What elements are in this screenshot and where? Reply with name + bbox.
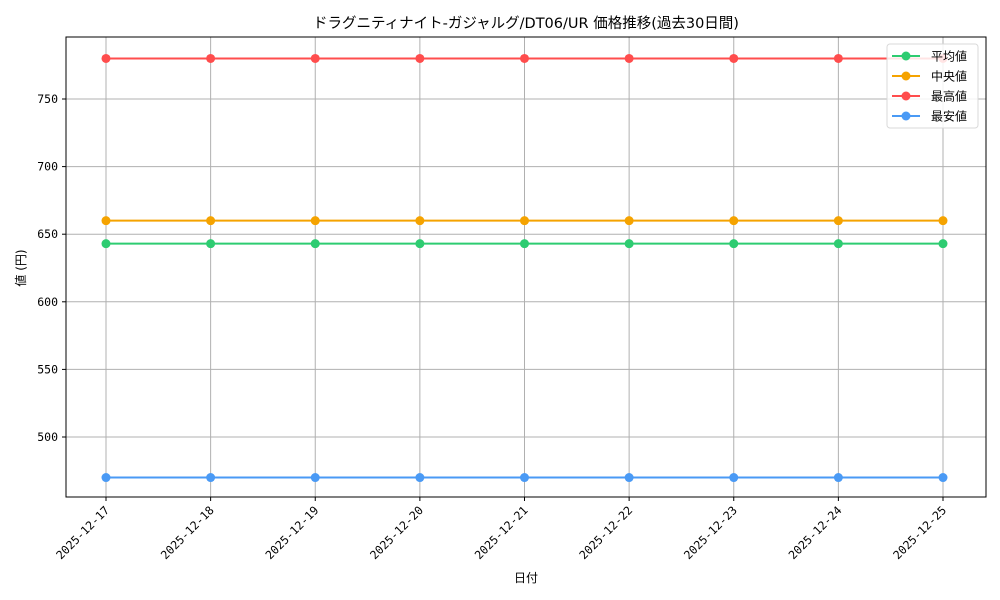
legend-marker	[901, 51, 911, 61]
data-point	[729, 53, 739, 63]
legend-label: 中央値	[931, 69, 967, 84]
data-point	[415, 216, 425, 226]
data-point	[624, 216, 634, 226]
data-point	[101, 473, 111, 483]
data-point	[206, 239, 216, 249]
legend-label: 平均値	[931, 49, 967, 64]
data-point	[101, 239, 111, 249]
x-tick-label: 2025-12-25	[890, 503, 949, 562]
x-tick-label: 2025-12-17	[53, 503, 112, 562]
legend-marker	[901, 71, 911, 81]
legend-marker	[901, 111, 911, 121]
x-axis-ticks: 2025-12-17 2025-12-18 2025-12-19 2025-12-20…	[53, 497, 949, 562]
data-point	[624, 53, 634, 63]
data-point	[310, 239, 320, 249]
data-point	[415, 239, 425, 249]
data-point	[206, 473, 216, 483]
y-axis-label: 値 (円)	[13, 249, 28, 286]
chart-title: ドラグニティナイト-ガジャルグ/DT06/UR 価格推移(過去30日間)	[313, 15, 739, 32]
data-point	[938, 239, 948, 249]
data-point	[938, 216, 948, 226]
y-tick-label: 550	[37, 362, 58, 376]
legend-marker	[901, 91, 911, 101]
data-point	[101, 53, 111, 63]
y-tick-label: 600	[37, 295, 58, 309]
data-point	[310, 473, 320, 483]
data-point	[729, 216, 739, 226]
grid-lines	[66, 37, 986, 497]
data-point	[101, 216, 111, 226]
x-tick-label: 2025-12-23	[681, 503, 740, 562]
data-point	[310, 216, 320, 226]
data-point	[206, 53, 216, 63]
data-point	[729, 239, 739, 249]
x-tick-label: 2025-12-20	[367, 503, 426, 562]
data-point	[624, 473, 634, 483]
series-lines	[101, 53, 948, 483]
legend-box	[886, 43, 979, 129]
data-point	[310, 53, 320, 63]
data-point	[520, 53, 529, 63]
data-point	[833, 239, 843, 249]
data-point	[833, 216, 843, 226]
data-point	[415, 53, 425, 63]
data-point	[520, 216, 529, 226]
y-axis-ticks: 500 550 600 650 700 750	[37, 92, 66, 444]
data-point	[833, 473, 843, 483]
legend-label: 最高値	[931, 89, 967, 104]
plot-frame	[65, 36, 987, 498]
data-point	[520, 239, 529, 249]
data-point	[415, 473, 425, 483]
y-tick-label: 700	[37, 160, 58, 174]
x-axis-label: 日付	[514, 571, 538, 585]
y-tick-label: 500	[37, 430, 58, 444]
y-tick-label: 650	[37, 227, 58, 241]
data-point	[520, 473, 529, 483]
data-point	[206, 216, 216, 226]
x-tick-label: 2025-12-21	[472, 503, 531, 562]
legend-label: 最安値	[931, 109, 967, 124]
data-point	[938, 473, 948, 483]
x-tick-label: 2025-12-24	[786, 503, 845, 562]
x-tick-label: 2025-12-19	[263, 503, 322, 562]
x-tick-label: 2025-12-18	[158, 503, 217, 562]
data-point	[729, 473, 739, 483]
x-tick-label: 2025-12-22	[576, 503, 635, 562]
y-tick-label: 750	[37, 92, 58, 106]
data-point	[833, 53, 843, 63]
data-point	[624, 239, 634, 249]
